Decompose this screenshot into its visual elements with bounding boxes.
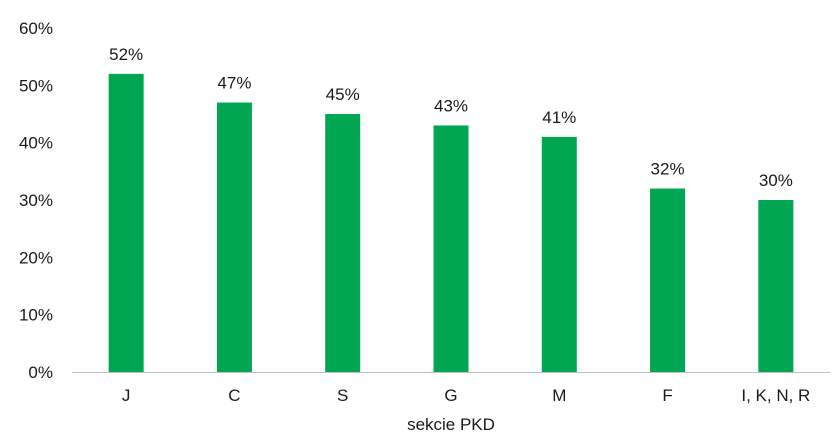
y-tick-label: 30% (19, 191, 53, 210)
bar (541, 136, 577, 372)
category-label: G (444, 386, 457, 405)
data-labels: 52% 47% 45% 43% 41% 32% 30% (109, 45, 793, 190)
y-tick-label: 10% (19, 306, 53, 325)
data-label: 47% (217, 74, 251, 93)
bar (650, 188, 686, 372)
bar (758, 200, 794, 372)
category-label: J (122, 386, 131, 405)
x-axis-title: sekcie PKD (407, 415, 495, 434)
y-tick-label: 40% (19, 134, 53, 153)
data-label: 41% (542, 108, 576, 127)
y-tick-label: 50% (19, 76, 53, 95)
data-label: 52% (109, 45, 143, 64)
y-axis-ticks: 0% 10% 20% 30% 40% 50% 60% (19, 19, 53, 382)
category-label: C (228, 386, 240, 405)
bar (216, 102, 252, 373)
y-tick-label: 0% (28, 363, 53, 382)
category-label: S (337, 386, 348, 405)
category-labels: J C S G M F I, K, N, R (122, 386, 810, 405)
data-label: 43% (434, 96, 468, 115)
bar (108, 73, 144, 372)
data-label: 45% (326, 85, 360, 104)
category-label: F (662, 386, 672, 405)
category-label: M (552, 386, 566, 405)
bar (325, 114, 361, 372)
category-label: I, K, N, R (741, 386, 810, 405)
y-tick-label: 60% (19, 19, 53, 38)
bar (433, 125, 469, 372)
data-label: 32% (651, 160, 685, 179)
data-label: 30% (759, 171, 793, 190)
bars (108, 73, 794, 373)
y-tick-label: 20% (19, 248, 53, 267)
